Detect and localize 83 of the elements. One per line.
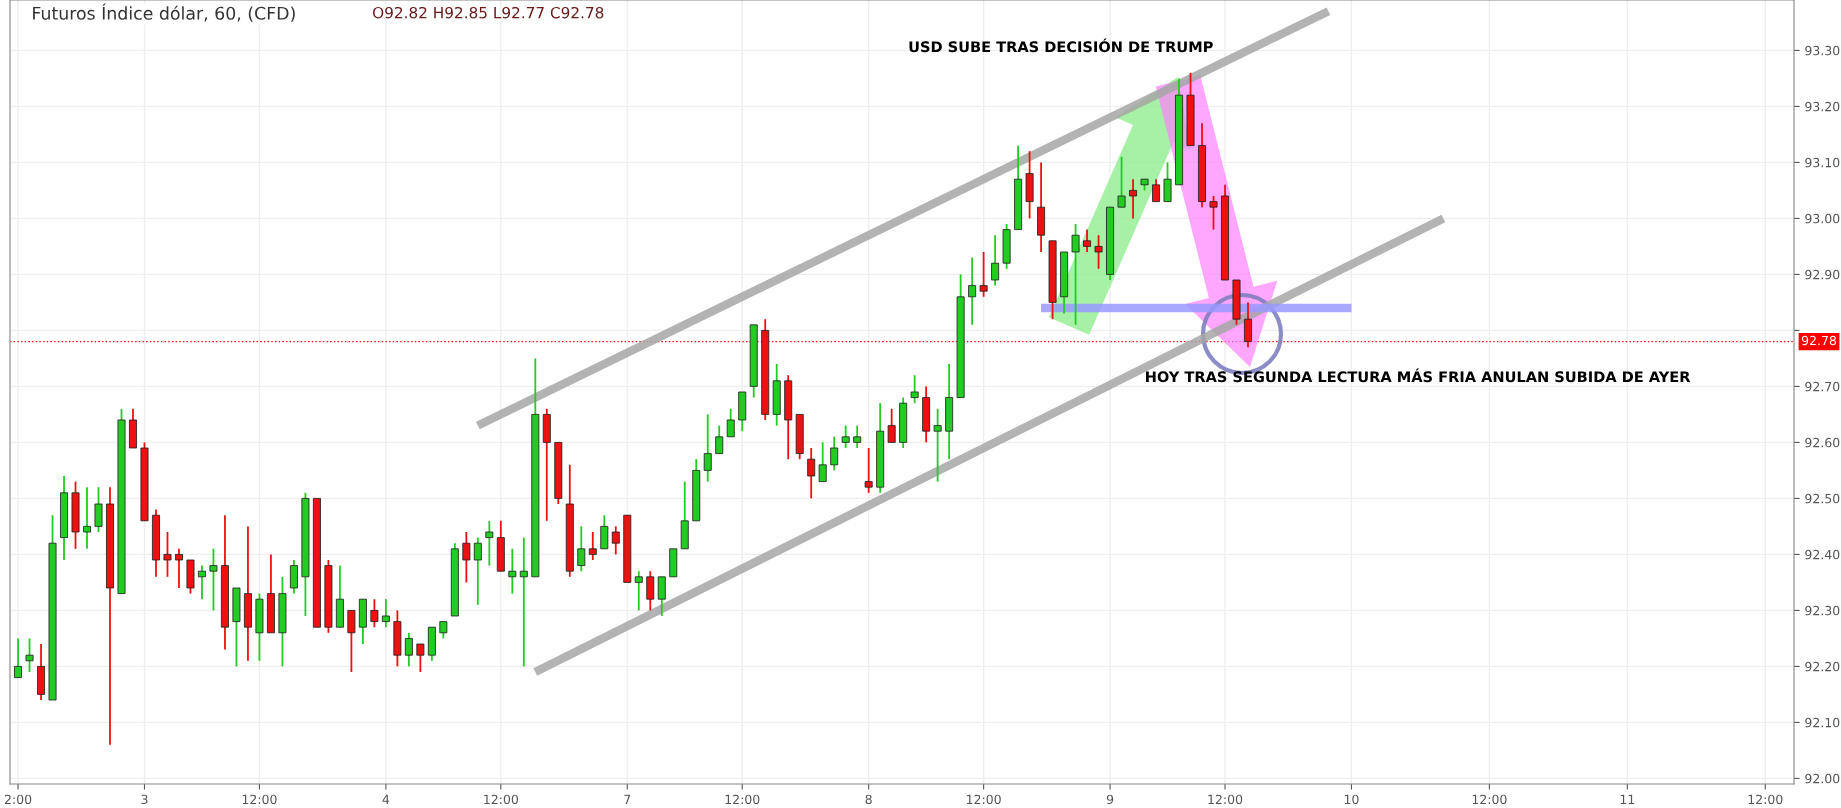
candlestick bbox=[600, 514, 609, 550]
y-tick-label: 92.40 bbox=[1805, 549, 1840, 560]
candlestick bbox=[910, 374, 919, 405]
candlestick bbox=[94, 486, 103, 533]
x-tick-label: 10 bbox=[1344, 794, 1359, 805]
candlestick bbox=[979, 251, 988, 298]
y-tick-label: 92.10 bbox=[1805, 717, 1840, 728]
candlestick bbox=[163, 531, 172, 578]
candlestick bbox=[25, 637, 34, 673]
candlestick bbox=[404, 631, 413, 668]
y-tick-label: 92.60 bbox=[1805, 437, 1840, 448]
x-tick-label: 4 bbox=[382, 794, 390, 804]
candlestick bbox=[1163, 161, 1172, 203]
chart-title: Futuros Índice dólar, 60, (CFD) bbox=[33, 3, 295, 22]
candlestick bbox=[485, 519, 494, 567]
candlestick bbox=[14, 637, 23, 679]
candlestick bbox=[611, 525, 620, 556]
y-tick-label: 92.00 bbox=[1805, 773, 1840, 784]
y-tick-label: 93.30 bbox=[1805, 45, 1840, 56]
candlestick bbox=[715, 424, 724, 455]
candlestick bbox=[174, 547, 183, 589]
candlestick bbox=[657, 575, 666, 617]
candlestick bbox=[933, 407, 942, 483]
candlestick bbox=[807, 447, 816, 500]
annotation: USD SUBE TRAS DECISIÓN DE TRUMP bbox=[909, 38, 1213, 53]
candlestick bbox=[588, 531, 597, 561]
candlestick bbox=[473, 536, 482, 606]
candlestick bbox=[818, 441, 827, 483]
candlestick bbox=[462, 531, 471, 584]
annotation: HOY TRAS SEGUNDA LECTURA MÁS FRIA ANULAN SUBIDA DE AYER bbox=[1146, 368, 1691, 383]
candlestick bbox=[887, 407, 896, 444]
candlestick bbox=[646, 570, 655, 612]
candlestick bbox=[1129, 178, 1138, 220]
candlestick bbox=[841, 424, 850, 449]
candlestick bbox=[197, 564, 206, 601]
y-tick-label: 92.70 bbox=[1805, 381, 1840, 392]
candlestick bbox=[1209, 195, 1218, 231]
y-tick-label: 93.20 bbox=[1805, 101, 1840, 112]
candlestick bbox=[1094, 234, 1103, 270]
x-tick-label: 9 bbox=[1106, 794, 1114, 805]
x-tick-label: 8 bbox=[865, 794, 872, 805]
candlestick bbox=[991, 234, 1000, 287]
candlestick bbox=[1244, 301, 1252, 349]
x-tick-label: 12:00 bbox=[1748, 794, 1783, 805]
ref-line-label: 92.78 bbox=[1801, 335, 1837, 346]
candlestick bbox=[289, 559, 298, 595]
candlestick bbox=[83, 486, 91, 550]
candlestick bbox=[830, 435, 839, 472]
candlestick bbox=[968, 256, 977, 326]
candlestick bbox=[703, 413, 712, 483]
y-tick-label: 93.10 bbox=[1805, 157, 1840, 168]
candlestick bbox=[864, 447, 873, 494]
candlestick bbox=[519, 536, 528, 668]
candlestick bbox=[508, 547, 517, 595]
y-tick-label: 92.90 bbox=[1805, 269, 1840, 280]
candlestick bbox=[1152, 178, 1161, 203]
x-tick-label: 12:00 bbox=[1472, 794, 1507, 805]
x-tick-label: 7 bbox=[624, 794, 631, 804]
x-tick-label: 12:00 bbox=[966, 794, 1001, 805]
y-tick-label: 92.20 bbox=[1805, 661, 1840, 672]
candlestick bbox=[577, 525, 586, 573]
candlestick bbox=[1117, 155, 1126, 209]
candlestick bbox=[853, 424, 862, 449]
x-tick-label: 2:00 bbox=[4, 794, 32, 805]
candlestick bbox=[634, 570, 643, 612]
x-tick-label: 12:00 bbox=[1208, 794, 1243, 805]
candlestick bbox=[209, 547, 218, 612]
chart-subtitle: O92.82 H92.85 L92.77 C92.78 bbox=[373, 6, 604, 19]
candlestick bbox=[347, 609, 356, 673]
candlestick bbox=[381, 598, 390, 629]
x-tick-label: 3 bbox=[141, 794, 148, 805]
y-tick-label: 92.30 bbox=[1805, 605, 1840, 616]
candlestick bbox=[1083, 228, 1092, 253]
candlestick bbox=[416, 643, 425, 673]
candlestick bbox=[1071, 223, 1080, 326]
x-tick-label: 12:00 bbox=[242, 794, 277, 805]
candlestick bbox=[370, 598, 379, 629]
x-tick-label: 11 bbox=[1620, 794, 1635, 804]
y-tick-label: 93.00 bbox=[1805, 213, 1840, 224]
x-tick-label: 12:00 bbox=[725, 794, 760, 805]
candlestick bbox=[726, 407, 735, 438]
y-tick-label: 92.50 bbox=[1805, 493, 1840, 504]
x-tick-label: 12:00 bbox=[484, 794, 519, 805]
